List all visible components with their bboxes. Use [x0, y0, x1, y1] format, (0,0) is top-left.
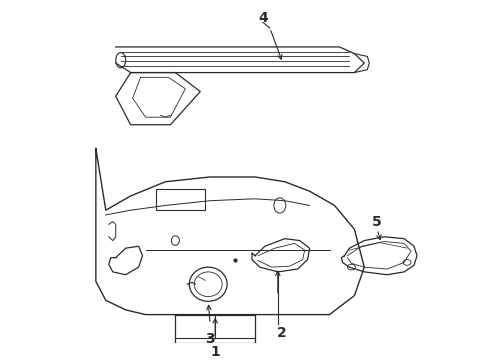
Text: 2: 2 [277, 326, 287, 340]
Text: 5: 5 [372, 215, 382, 229]
Text: 3: 3 [205, 332, 215, 346]
Text: 4: 4 [258, 12, 268, 26]
Text: 1: 1 [210, 345, 220, 359]
